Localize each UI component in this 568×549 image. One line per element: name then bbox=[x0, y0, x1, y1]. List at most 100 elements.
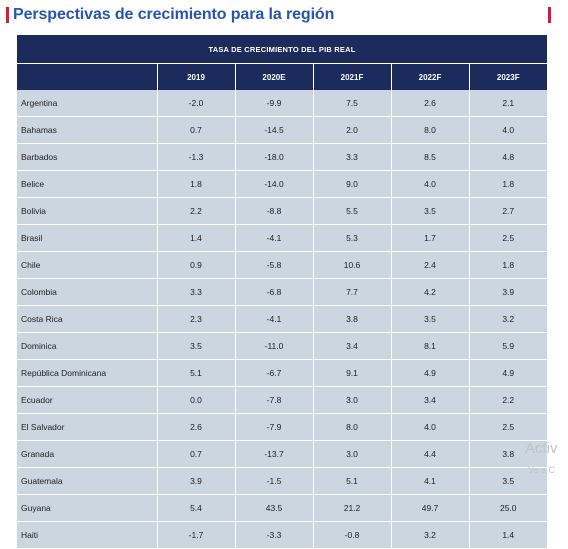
value-cell: -1.5 bbox=[235, 467, 314, 495]
value-cell: 0.9 bbox=[157, 251, 236, 279]
value-cell: 8.0 bbox=[391, 116, 470, 144]
country-cell: Argentina bbox=[17, 90, 158, 117]
table-header-row: 2019 2020E 2021F 2022F 2023F bbox=[17, 63, 547, 90]
gdp-growth-table: TASA DE CRECIMIENTO DEL PIB REAL 2019 20… bbox=[17, 35, 547, 549]
value-cell: -2.0 bbox=[157, 90, 236, 117]
column-header: 2023F bbox=[469, 63, 547, 90]
value-cell: -6.8 bbox=[235, 278, 314, 306]
value-cell: 3.3 bbox=[157, 278, 236, 306]
value-cell: 1.8 bbox=[469, 170, 547, 198]
country-cell: Guyana bbox=[17, 494, 158, 522]
value-cell: 2.6 bbox=[157, 413, 236, 441]
value-cell: 5.9 bbox=[469, 332, 547, 360]
value-cell: 5.1 bbox=[313, 467, 392, 495]
value-cell: 4.9 bbox=[469, 359, 547, 387]
value-cell: 8.0 bbox=[313, 413, 392, 441]
value-cell: 3.5 bbox=[391, 305, 470, 333]
value-cell: 5.5 bbox=[313, 197, 392, 225]
value-cell: -6.7 bbox=[235, 359, 314, 387]
value-cell: 2.5 bbox=[469, 413, 547, 441]
table-row: Bahamas 0.7 -14.5 2.0 8.0 4.0 bbox=[17, 116, 547, 144]
value-cell: 5.1 bbox=[157, 359, 236, 387]
right-accent-bar bbox=[548, 7, 551, 23]
value-cell: 3.9 bbox=[469, 278, 547, 306]
value-cell: 3.2 bbox=[469, 305, 547, 333]
value-cell: 2.3 bbox=[157, 305, 236, 333]
value-cell: 25.0 bbox=[469, 494, 547, 522]
value-cell: 0.7 bbox=[157, 116, 236, 144]
value-cell: 3.2 bbox=[391, 521, 470, 549]
value-cell: 9.1 bbox=[313, 359, 392, 387]
value-cell: 3.4 bbox=[391, 386, 470, 414]
country-cell: Chile bbox=[17, 251, 158, 279]
country-cell: Bahamas bbox=[17, 116, 158, 144]
value-cell: -7.9 bbox=[235, 413, 314, 441]
section-header: Perspectivas de crecimiento para la regi… bbox=[6, 4, 334, 26]
value-cell: 1.4 bbox=[469, 521, 547, 549]
value-cell: 2.2 bbox=[157, 197, 236, 225]
value-cell: 2.6 bbox=[391, 90, 470, 117]
table-row: Dominica 3.5 -11.0 3.4 8.1 5.9 bbox=[17, 332, 547, 360]
country-cell: Haiti bbox=[17, 521, 158, 549]
value-cell: 5.3 bbox=[313, 224, 392, 252]
table-row: Ecuador 0.0 -7.8 3.0 3.4 2.2 bbox=[17, 386, 547, 414]
column-header: 2021F bbox=[313, 63, 392, 90]
value-cell: 2.2 bbox=[469, 386, 547, 414]
country-cell: Bolivia bbox=[17, 197, 158, 225]
value-cell: 0.7 bbox=[157, 440, 236, 468]
table-row: Belice 1.8 -14.0 9.0 4.0 1.8 bbox=[17, 170, 547, 198]
country-cell: Brasil bbox=[17, 224, 158, 252]
country-cell: Costa Rica bbox=[17, 305, 158, 333]
value-cell: 1.4 bbox=[157, 224, 236, 252]
table-row: Argentina -2.0 -9.9 7.5 2.6 2.1 bbox=[17, 90, 547, 117]
value-cell: 3.5 bbox=[469, 467, 547, 495]
value-cell: 3.9 bbox=[157, 467, 236, 495]
value-cell: 3.8 bbox=[313, 305, 392, 333]
country-cell: Guatemala bbox=[17, 467, 158, 495]
activation-watermark-sub: Ve a C bbox=[528, 465, 556, 475]
value-cell: 8.5 bbox=[391, 143, 470, 171]
value-cell: 8.1 bbox=[391, 332, 470, 360]
column-header: 2020E bbox=[235, 63, 314, 90]
table-super-header: TASA DE CRECIMIENTO DEL PIB REAL bbox=[17, 35, 547, 64]
value-cell: -11.0 bbox=[235, 332, 314, 360]
value-cell: -8.8 bbox=[235, 197, 314, 225]
table-row: Costa Rica 2.3 -4.1 3.8 3.5 3.2 bbox=[17, 305, 547, 333]
column-header bbox=[17, 63, 158, 90]
value-cell: 10.6 bbox=[313, 251, 392, 279]
value-cell: 2.7 bbox=[469, 197, 547, 225]
value-cell: 1.7 bbox=[391, 224, 470, 252]
value-cell: -0.8 bbox=[313, 521, 392, 549]
table-row: Colombia 3.3 -6.8 7.7 4.2 3.9 bbox=[17, 278, 547, 306]
value-cell: 2.0 bbox=[313, 116, 392, 144]
table-row: República Dominicana 5.1 -6.7 9.1 4.9 4.9 bbox=[17, 359, 547, 387]
column-header: 2019 bbox=[157, 63, 236, 90]
page-title: Perspectivas de crecimiento para la regi… bbox=[13, 6, 335, 23]
table-body: Argentina -2.0 -9.9 7.5 2.6 2.1 Bahamas 0.7 -14.… bbox=[17, 90, 547, 549]
value-cell: 3.0 bbox=[313, 440, 392, 468]
value-cell: -1.7 bbox=[157, 521, 236, 549]
table-super-header-row: TASA DE CRECIMIENTO DEL PIB REAL bbox=[17, 35, 547, 64]
value-cell: -9.9 bbox=[235, 90, 314, 117]
value-cell: -14.5 bbox=[235, 116, 314, 144]
value-cell: 3.5 bbox=[157, 332, 236, 360]
value-cell: 3.4 bbox=[313, 332, 392, 360]
table-row: Guyana 5.4 43.5 21.2 49.7 25.0 bbox=[17, 494, 547, 522]
value-cell: -7.8 bbox=[235, 386, 314, 414]
value-cell: -4.1 bbox=[235, 224, 314, 252]
table-row: Granada 0.7 -13.7 3.0 4.4 3.8 bbox=[17, 440, 547, 468]
value-cell: 0.0 bbox=[157, 386, 236, 414]
column-header: 2022F bbox=[391, 63, 470, 90]
value-cell: 7.5 bbox=[313, 90, 392, 117]
value-cell: 4.4 bbox=[391, 440, 470, 468]
table-row: Bolivia 2.2 -8.8 5.5 3.5 2.7 bbox=[17, 197, 547, 225]
value-cell: 4.0 bbox=[391, 170, 470, 198]
value-cell: 43.5 bbox=[235, 494, 314, 522]
activation-watermark: Activ bbox=[525, 440, 558, 457]
value-cell: 1.8 bbox=[469, 251, 547, 279]
table-row: Chile 0.9 -5.8 10.6 2.4 1.8 bbox=[17, 251, 547, 279]
value-cell: -4.1 bbox=[235, 305, 314, 333]
value-cell: -3.3 bbox=[235, 521, 314, 549]
value-cell: 3.5 bbox=[391, 197, 470, 225]
value-cell: 1.8 bbox=[157, 170, 236, 198]
